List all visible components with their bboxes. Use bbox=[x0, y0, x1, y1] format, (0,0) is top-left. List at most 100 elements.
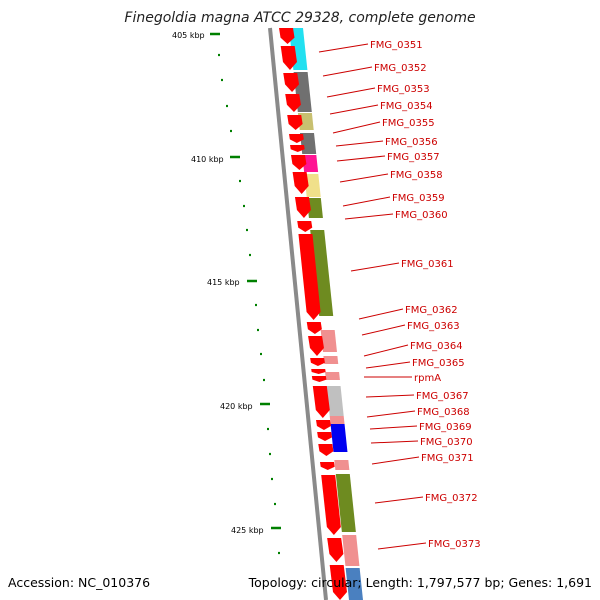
scale-label: 420 kbp bbox=[220, 402, 253, 411]
cds-arrow bbox=[289, 134, 304, 143]
cds-arrow bbox=[311, 376, 327, 382]
leader-line bbox=[358, 308, 404, 320]
gene-label: rpmA bbox=[414, 373, 441, 384]
gene-label: FMG_0356 bbox=[385, 137, 438, 148]
gene-label: FMG_0371 bbox=[421, 453, 474, 464]
backbone-line bbox=[268, 27, 328, 600]
gene-label: FMG_0357 bbox=[387, 152, 440, 163]
cds-arrow bbox=[290, 155, 307, 170]
cog-block bbox=[334, 460, 350, 470]
label-leaders bbox=[318, 43, 427, 550]
scale-label: 415 kbp bbox=[207, 278, 240, 287]
leader-line bbox=[322, 66, 373, 77]
gene-labels: FMG_0351 FMG_0352 FMG_0353 FMG_0354 FMG_… bbox=[370, 40, 481, 550]
gene-label: FMG_0370 bbox=[420, 437, 473, 448]
backbone bbox=[268, 27, 328, 600]
cds-arrow bbox=[312, 386, 330, 418]
leader-line bbox=[339, 173, 389, 183]
cog-block bbox=[320, 330, 337, 352]
leader-line bbox=[318, 43, 369, 53]
cog-block bbox=[326, 386, 344, 416]
gene-label: FMG_0355 bbox=[382, 118, 435, 129]
leader-line bbox=[329, 104, 379, 115]
cds-arrow bbox=[317, 432, 332, 441]
accession-text: Accession: NC_010376 bbox=[8, 575, 151, 590]
cds-arrow bbox=[311, 369, 326, 374]
leader-line bbox=[342, 196, 391, 207]
leader-line bbox=[374, 496, 424, 504]
scale-dots bbox=[210, 32, 281, 555]
cog-block bbox=[330, 424, 348, 452]
cds-arrow bbox=[283, 73, 300, 92]
gene-label: FMG_0369 bbox=[419, 422, 472, 433]
cog-block bbox=[342, 535, 360, 566]
leader-line bbox=[371, 456, 420, 465]
gene-label: FMG_0351 bbox=[370, 40, 423, 51]
gene-label: FMG_0354 bbox=[380, 101, 433, 112]
gene-label: FMG_0352 bbox=[374, 63, 427, 74]
gene-label: FMG_0359 bbox=[392, 193, 445, 204]
gene-label: FMG_0364 bbox=[410, 341, 463, 352]
leader-line bbox=[369, 425, 418, 430]
scale-labels: 405 kbp 410 kbp 415 kbp 420 kbp 425 kbp bbox=[172, 31, 264, 535]
cds-arrow bbox=[280, 46, 297, 70]
leader-line bbox=[361, 324, 406, 336]
cds-arrow bbox=[279, 28, 295, 44]
cog-block bbox=[325, 372, 340, 380]
leader-line bbox=[365, 394, 415, 398]
leader-line bbox=[350, 262, 400, 272]
cds-arrow bbox=[298, 234, 321, 320]
leader-line bbox=[344, 213, 394, 220]
cds-arrow bbox=[321, 475, 341, 535]
gene-label: FMG_0362 bbox=[405, 305, 458, 316]
leader-line bbox=[326, 87, 376, 98]
cog-block bbox=[335, 474, 356, 532]
cog-block bbox=[329, 416, 345, 424]
leader-line bbox=[365, 361, 411, 369]
cds-arrow bbox=[306, 322, 322, 334]
cog-block bbox=[306, 198, 323, 218]
summary-text: Topology: circular; Length: 1,797,577 bp… bbox=[248, 575, 592, 590]
cog-block bbox=[302, 155, 319, 172]
cds-arrow bbox=[319, 462, 335, 470]
leader-line bbox=[363, 344, 409, 357]
gene-label: FMG_0358 bbox=[390, 170, 443, 181]
scale-label: 425 kbp bbox=[231, 526, 264, 535]
cds-arrow bbox=[297, 221, 313, 232]
cds-arrow bbox=[308, 336, 324, 356]
gene-label: FMG_0368 bbox=[417, 407, 470, 418]
gene-label: FMG_0360 bbox=[395, 210, 448, 221]
cds-track bbox=[279, 28, 347, 600]
cog-block bbox=[345, 568, 363, 600]
gene-label: FMG_0373 bbox=[428, 539, 481, 550]
map-title: Finegoldia magna ATCC 29328, complete ge… bbox=[124, 10, 476, 26]
cog-track bbox=[289, 28, 363, 600]
cds-arrow bbox=[285, 94, 301, 112]
cog-block bbox=[304, 174, 321, 197]
cds-arrow bbox=[316, 420, 331, 430]
leader-line bbox=[336, 155, 386, 162]
leader-line bbox=[335, 140, 384, 147]
leader-line bbox=[366, 410, 416, 418]
gene-label: FMG_0353 bbox=[377, 84, 430, 95]
leader-line bbox=[332, 121, 381, 134]
cog-block bbox=[323, 356, 339, 364]
scale-label: 405 kbp bbox=[172, 31, 205, 40]
leader-line bbox=[377, 542, 427, 550]
cds-arrow bbox=[329, 565, 347, 600]
cds-arrow bbox=[318, 444, 334, 456]
gene-label: FMG_0365 bbox=[412, 358, 465, 369]
cds-arrow bbox=[292, 172, 309, 194]
gene-label: FMG_0367 bbox=[416, 391, 469, 402]
gene-label: FMG_0363 bbox=[407, 321, 460, 332]
leader-line bbox=[370, 440, 419, 444]
gene-label: FMG_0361 bbox=[401, 259, 454, 270]
cog-block bbox=[310, 230, 334, 316]
cds-arrow bbox=[310, 358, 325, 366]
cds-arrow bbox=[294, 197, 311, 218]
cds-arrow bbox=[290, 145, 305, 152]
cds-arrow bbox=[327, 538, 344, 562]
cds-arrow bbox=[287, 115, 303, 130]
scale-label: 410 kbp bbox=[191, 155, 224, 164]
